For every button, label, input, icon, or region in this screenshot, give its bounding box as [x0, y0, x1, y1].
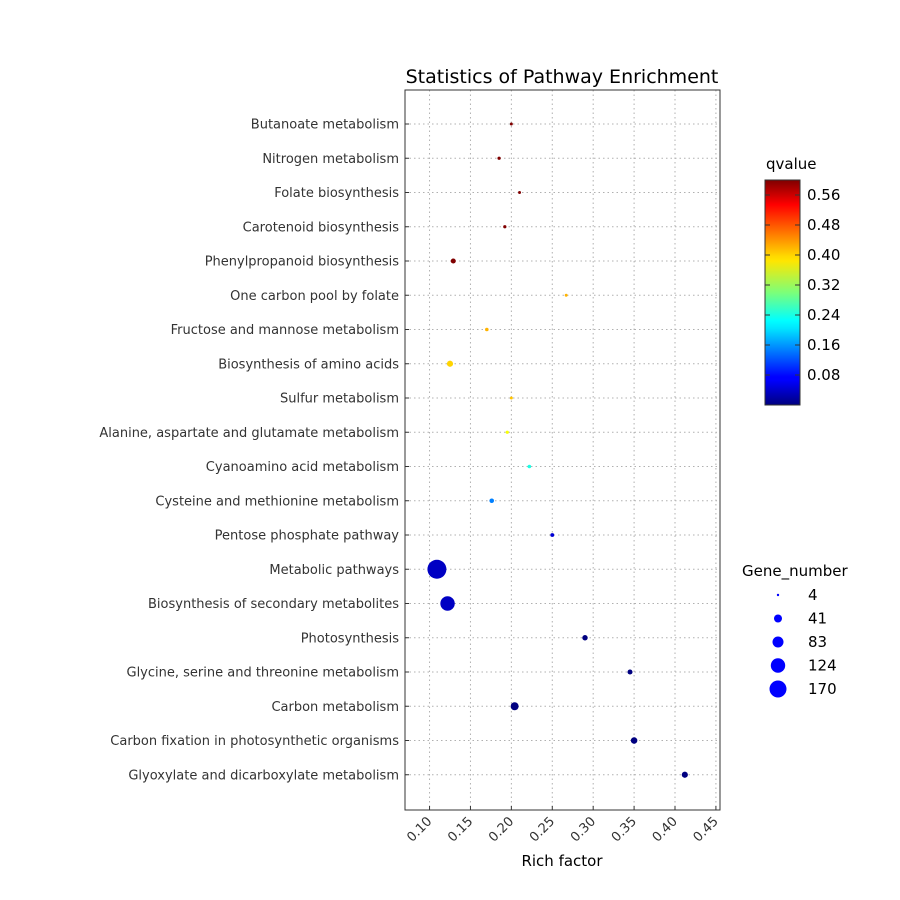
- category-label: One carbon pool by folate: [230, 289, 399, 304]
- colorbar-tick-label: 0.16: [807, 336, 840, 354]
- x-tick-label: 0.25: [527, 814, 558, 845]
- category-label: Glyoxylate and dicarboxylate metabolism: [128, 768, 399, 783]
- colorbar-tick-label: 0.24: [807, 306, 840, 324]
- category-label: Cyanoamino acid metabolism: [206, 460, 399, 475]
- category-label: Cysteine and methionine metabolism: [155, 494, 399, 509]
- data-point: [440, 596, 455, 611]
- colorbar-title: qvalue: [766, 155, 817, 173]
- data-point: [527, 464, 532, 469]
- size-legend-title: Gene_number: [742, 562, 848, 581]
- category-label: Metabolic pathways: [269, 563, 399, 578]
- category-labels: Butanoate metabolism Nitrogen metabolism F…: [99, 118, 399, 784]
- data-point: [518, 191, 522, 194]
- colorbar: [764, 179, 801, 406]
- category-label: Carbon fixation in photosynthetic organi…: [110, 734, 399, 749]
- category-label: Fructose and mannose metabolism: [171, 323, 399, 338]
- category-label: Nitrogen metabolism: [262, 152, 399, 167]
- x-tick-label: 0.10: [404, 814, 435, 845]
- x-axis-label: Rich factor: [521, 852, 603, 870]
- data-point: [681, 771, 688, 778]
- colorbar-tick-label: 0.48: [807, 216, 840, 234]
- data-point: [503, 225, 507, 229]
- size-legend-marker: [774, 614, 782, 623]
- data-point: [582, 635, 588, 641]
- category-label: Butanoate metabolism: [251, 118, 399, 133]
- category-label: Carotenoid biosynthesis: [243, 220, 400, 235]
- data-point: [509, 396, 513, 400]
- size-legend-label: 170: [808, 680, 837, 698]
- category-label: Glycine, serine and threonine metabolism: [127, 666, 400, 681]
- category-label: Alanine, aspartate and glutamate metabol…: [99, 426, 399, 441]
- x-tick-label: 0.35: [609, 814, 640, 845]
- category-label: Folate biosynthesis: [274, 186, 399, 201]
- data-point: [564, 293, 568, 297]
- size-legend: 4 41 83 124 170: [769, 586, 837, 698]
- x-tick-label: 0.20: [486, 814, 517, 845]
- colorbar-tick-label: 0.08: [807, 366, 840, 384]
- colorbar-tick-label: 0.56: [807, 186, 840, 204]
- colorbar-tick-label: 0.32: [807, 276, 840, 294]
- data-point: [630, 737, 638, 744]
- data-point: [510, 702, 519, 711]
- colorbar-ticks: 0.56 0.48 0.40 0.32 0.24 0.16 0.08: [765, 186, 840, 384]
- colorbar-tick-label: 0.40: [807, 246, 840, 264]
- chart-title: Statistics of Pathway Enrichment: [406, 66, 719, 88]
- category-label: Pentose phosphate pathway: [215, 529, 400, 544]
- category-label: Biosynthesis of secondary metabolites: [148, 597, 399, 612]
- data-point: [550, 533, 555, 537]
- x-tick-labels: 0.10 0.15 0.20 0.25 0.30 0.35 0.40 0.45: [404, 814, 721, 845]
- x-tick-label: 0.45: [691, 814, 722, 845]
- size-legend-marker: [776, 593, 780, 597]
- data-point: [627, 669, 633, 675]
- grid-lines: [405, 90, 720, 810]
- size-legend-label: 4: [808, 586, 818, 604]
- data-point: [509, 122, 513, 126]
- data-point: [485, 327, 489, 332]
- plot-frame: [404, 89, 721, 811]
- data-points: [427, 122, 688, 778]
- data-point: [497, 156, 501, 160]
- x-tick-label: 0.30: [568, 814, 599, 845]
- data-point: [450, 258, 456, 264]
- category-label: Phenylpropanoid biosynthesis: [205, 255, 400, 270]
- data-point: [489, 498, 495, 504]
- x-tick-label: 0.15: [445, 814, 476, 845]
- category-label: Carbon metabolism: [271, 700, 399, 715]
- size-legend-marker: [772, 636, 784, 648]
- size-legend-label: 41: [808, 610, 827, 628]
- category-label: Biosynthesis of amino acids: [218, 357, 399, 372]
- size-legend-marker: [770, 658, 786, 673]
- category-label: Photosynthesis: [301, 631, 400, 646]
- data-point: [427, 559, 447, 579]
- size-legend-marker: [769, 680, 787, 698]
- category-label: Sulfur metabolism: [280, 392, 399, 407]
- data-point: [446, 360, 454, 367]
- size-legend-label: 83: [808, 633, 827, 651]
- data-point: [505, 430, 509, 434]
- x-tick-label: 0.40: [650, 814, 681, 845]
- size-legend-label: 124: [808, 657, 837, 675]
